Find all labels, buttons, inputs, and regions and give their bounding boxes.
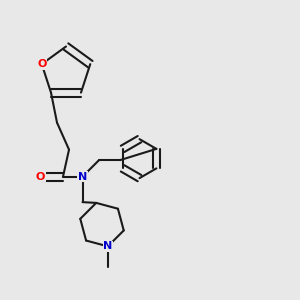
Text: O: O [36, 172, 45, 182]
Text: N: N [78, 172, 87, 182]
Text: N: N [103, 242, 112, 251]
Text: O: O [37, 59, 46, 69]
